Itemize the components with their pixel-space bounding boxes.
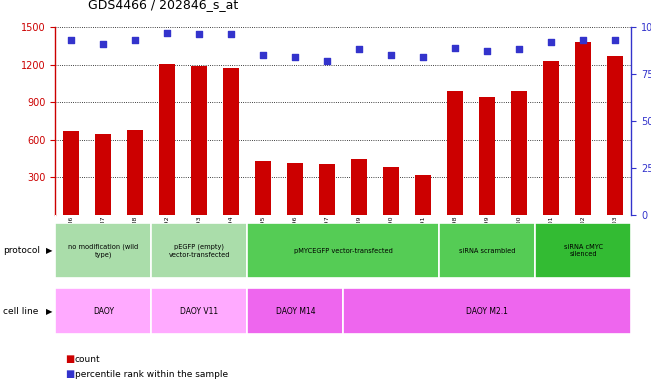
Bar xyxy=(535,223,631,278)
Point xyxy=(258,52,269,58)
Text: DAOY V11: DAOY V11 xyxy=(180,306,219,316)
Text: GSM550698: GSM550698 xyxy=(453,215,458,253)
Text: GSM550686: GSM550686 xyxy=(69,215,74,253)
Bar xyxy=(128,131,143,215)
Text: siRNA scrambled: siRNA scrambled xyxy=(459,248,516,253)
Bar xyxy=(512,91,527,215)
Text: protocol: protocol xyxy=(3,246,40,255)
Bar xyxy=(575,42,592,215)
Text: percentile rank within the sample: percentile rank within the sample xyxy=(75,370,228,379)
Text: GSM550702: GSM550702 xyxy=(581,215,586,253)
Text: GSM550701: GSM550701 xyxy=(549,215,554,253)
Text: pEGFP (empty)
vector-transfected: pEGFP (empty) vector-transfected xyxy=(169,243,230,258)
Bar xyxy=(439,223,535,278)
Text: ■: ■ xyxy=(65,354,74,364)
Text: GSM550690: GSM550690 xyxy=(389,215,394,253)
Point xyxy=(578,37,589,43)
Bar xyxy=(55,223,151,278)
Text: GSM550694: GSM550694 xyxy=(229,215,234,253)
Text: GSM550699: GSM550699 xyxy=(485,215,490,253)
Bar xyxy=(344,288,631,334)
Text: DAOY M14: DAOY M14 xyxy=(275,306,315,316)
Text: ▶: ▶ xyxy=(46,306,52,316)
Bar xyxy=(223,68,240,215)
Text: no modification (wild
type): no modification (wild type) xyxy=(68,243,139,258)
Text: DAOY: DAOY xyxy=(93,306,114,316)
Text: GSM550693: GSM550693 xyxy=(197,215,202,253)
Text: cell line: cell line xyxy=(3,306,38,316)
Point xyxy=(418,54,428,60)
Bar xyxy=(151,223,247,278)
Point xyxy=(610,37,620,43)
Bar xyxy=(95,134,111,215)
Text: GSM550687: GSM550687 xyxy=(101,215,106,253)
Point xyxy=(514,46,525,53)
Point xyxy=(66,37,77,43)
Text: GSM550703: GSM550703 xyxy=(613,215,618,253)
Point xyxy=(290,54,301,60)
Point xyxy=(226,31,236,38)
Text: GSM550695: GSM550695 xyxy=(261,215,266,253)
Point xyxy=(194,31,204,38)
Bar xyxy=(255,161,271,215)
Text: ■: ■ xyxy=(65,369,74,379)
Text: GSM550697: GSM550697 xyxy=(325,215,330,253)
Bar xyxy=(479,97,495,215)
Bar xyxy=(352,159,367,215)
Bar xyxy=(191,66,208,215)
Bar xyxy=(55,288,151,334)
Text: GSM550689: GSM550689 xyxy=(357,215,362,253)
Text: GSM550696: GSM550696 xyxy=(293,215,298,253)
Point xyxy=(322,58,333,64)
Text: GDS4466 / 202846_s_at: GDS4466 / 202846_s_at xyxy=(88,0,238,12)
Bar xyxy=(159,64,175,215)
Point xyxy=(354,46,365,53)
Point xyxy=(482,48,493,55)
Text: DAOY M2.1: DAOY M2.1 xyxy=(467,306,508,316)
Bar xyxy=(607,56,624,215)
Text: pMYCEGFP vector-transfected: pMYCEGFP vector-transfected xyxy=(294,248,393,253)
Text: GSM550692: GSM550692 xyxy=(165,215,170,253)
Bar xyxy=(287,163,303,215)
Point xyxy=(162,30,173,36)
Text: siRNA cMYC
silenced: siRNA cMYC silenced xyxy=(564,244,603,257)
Point xyxy=(130,37,141,43)
Text: count: count xyxy=(75,354,100,364)
Bar xyxy=(247,223,439,278)
Bar xyxy=(383,167,400,215)
Text: ▶: ▶ xyxy=(46,246,52,255)
Text: GSM550700: GSM550700 xyxy=(517,215,522,253)
Bar xyxy=(544,61,559,215)
Text: GSM550688: GSM550688 xyxy=(133,215,138,253)
Point xyxy=(546,39,557,45)
Point xyxy=(450,45,461,51)
Bar xyxy=(320,164,335,215)
Bar xyxy=(415,175,432,215)
Bar xyxy=(247,288,344,334)
Bar xyxy=(63,131,79,215)
Point xyxy=(98,41,109,47)
Bar xyxy=(447,91,464,215)
Point xyxy=(386,52,396,58)
Text: GSM550691: GSM550691 xyxy=(421,215,426,253)
Bar xyxy=(151,288,247,334)
